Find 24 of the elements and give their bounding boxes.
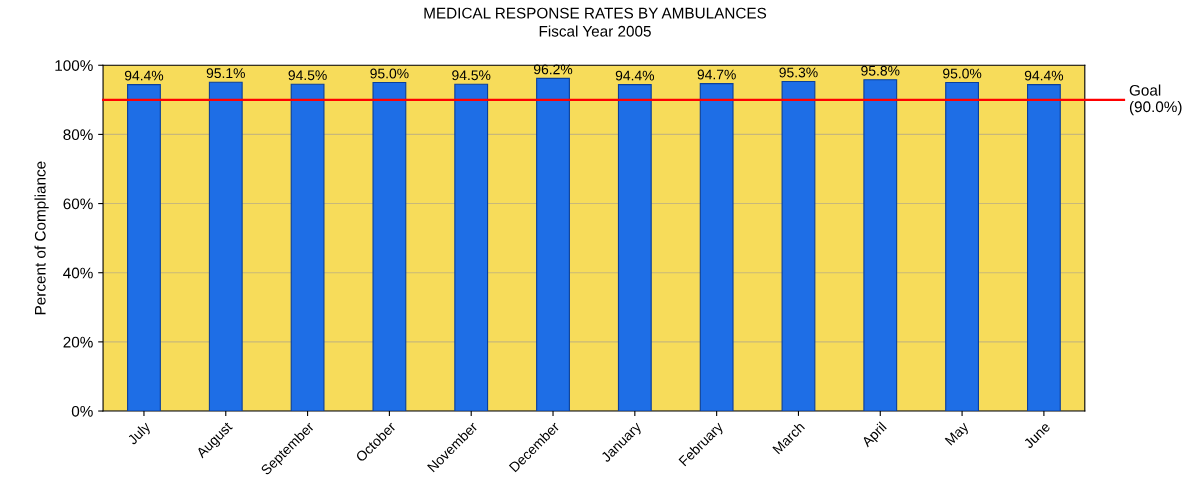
data-label: 94.4% bbox=[1024, 70, 1064, 81]
data-label: 95.8% bbox=[861, 65, 900, 76]
y-tick-label: 100% bbox=[55, 60, 93, 71]
data-label: 95.1% bbox=[206, 68, 245, 79]
data-label: 95.0% bbox=[943, 68, 982, 79]
data-label: 94.5% bbox=[288, 70, 327, 81]
y-tick-label: 80% bbox=[63, 129, 93, 141]
y-tick-label: 60% bbox=[63, 198, 93, 210]
y-tick-label: 40% bbox=[63, 267, 93, 279]
data-label: 95.0% bbox=[370, 68, 409, 79]
chart-title: MEDICAL RESPONSE RATES BY AMBULANCES bbox=[424, 7, 767, 19]
x-tick-label: May bbox=[944, 421, 972, 448]
data-label: 95.3% bbox=[779, 67, 818, 78]
data-label: 94.4% bbox=[615, 70, 655, 81]
chart-subtitle: Fiscal Year 2005 bbox=[539, 25, 651, 37]
y-tick-label: 20% bbox=[63, 336, 93, 348]
x-tick-label: July bbox=[126, 420, 154, 448]
y-tick-label: 0% bbox=[71, 405, 93, 417]
data-label: 94.7% bbox=[697, 69, 736, 80]
data-label: 94.5% bbox=[452, 70, 491, 81]
ref-line-label: Goal (90.0%) bbox=[1129, 84, 1182, 116]
data-label: 96.2% bbox=[533, 64, 573, 75]
data-label: 94.4% bbox=[124, 70, 164, 81]
y-axis-title: Percent of Compliance bbox=[34, 161, 49, 315]
